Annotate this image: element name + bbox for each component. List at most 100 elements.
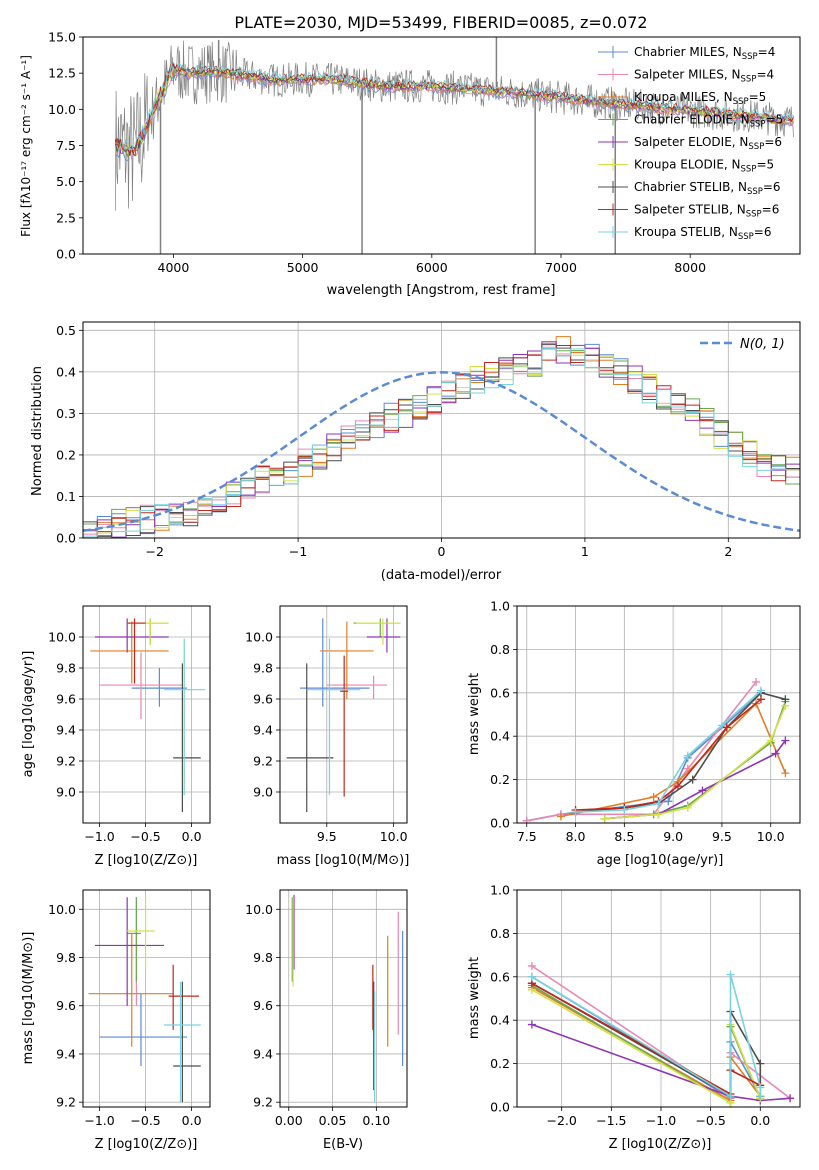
weight-marker (781, 695, 790, 704)
x-tick-label: −1.0 (84, 829, 114, 844)
x-tick-label: 5000 (287, 260, 319, 275)
y-tick-label: 9.2 (56, 1095, 76, 1110)
ageZ-ylabel: age [log10(age/yr)] (21, 651, 36, 778)
y-tick-label: 9.4 (56, 1046, 76, 1061)
legend-label: Salpeter STELIB, N (634, 203, 746, 217)
legend-label: Kroupa ELODIE, N (634, 158, 741, 172)
y-tick-label: 9.0 (56, 785, 76, 800)
axes-frame (82, 605, 211, 824)
y-tick-label: 9.2 (253, 754, 273, 769)
legend-suffix: =6 (762, 203, 780, 217)
y-tick-label: 1.0 (490, 599, 510, 614)
legend-entry: Chabrier STELIB, NSSP=6 (634, 180, 781, 197)
axes-frame (516, 889, 801, 1108)
weight-line (531, 986, 761, 1102)
y-tick-label: 9.4 (253, 723, 273, 738)
wAge-xlabel: age [log10(age/yr)] (597, 853, 724, 868)
legend-suffix: =4 (756, 68, 774, 82)
legend-label: Salpeter ELODIE, N (634, 135, 748, 149)
weight-marker (781, 769, 790, 778)
y-tick-label: 12.5 (48, 66, 76, 81)
legend-suffix: =5 (756, 158, 774, 172)
y-tick-label: 9.4 (253, 1046, 273, 1061)
legend-subscript: SSP (733, 97, 749, 107)
x-tick-label: 10.0 (380, 829, 408, 844)
legend-subscript: SSP (742, 52, 758, 62)
axes-frame (279, 889, 408, 1108)
weight-vs-metallicity-panel: Z [log10(Z/Z⊙)] mass weight −2.0 −1.5 −1.0… (467, 883, 801, 1152)
weight-marker (756, 1092, 765, 1101)
weight-marker (756, 1083, 765, 1092)
legend-entry: Kroupa MILES, NSSP=5 (634, 90, 766, 107)
observed-spectrum-line (114, 40, 794, 211)
spectrum-xlabel: wavelength [Angstrom, rest frame] (327, 283, 556, 298)
weight-line (531, 974, 762, 1098)
data-layer (83, 336, 800, 538)
x-tick-label: −0.5 (130, 1113, 160, 1128)
plot-area: 4000 5000 6000 7000 8000 0.0 2.5 5.0 7.5 10.0 12.5… (48, 30, 801, 275)
legend-suffix: =6 (764, 135, 782, 149)
y-tick-label: 9.0 (253, 785, 273, 800)
y-tick-label: 10.0 (245, 630, 273, 645)
y-tick-label: 0.4 (56, 364, 76, 379)
legend-label: Chabrier ELODIE, N (634, 113, 750, 127)
y-tick-label: 5.0 (56, 174, 76, 189)
x-tick-label: 8000 (674, 260, 706, 275)
y-tick-label: 9.4 (56, 723, 76, 738)
x-tick-label: −2.0 (547, 1113, 577, 1128)
wZ-xlabel: Z [log10(Z/Z⊙)] (609, 1137, 712, 1152)
x-tick-label: −1.0 (646, 1113, 676, 1128)
y-tick-label: 9.6 (253, 998, 273, 1013)
weight-marker (522, 816, 531, 823)
x-tick-label: 0.00 (275, 1113, 303, 1128)
model-spectrum-line (115, 65, 794, 153)
residuals-ylabel: Normed distribution (30, 366, 45, 496)
y-tick-label: 9.6 (56, 998, 76, 1013)
x-tick-label: 9.0 (663, 829, 683, 844)
legend-subscript: SSP (741, 75, 757, 85)
plot-area: −2.0 −1.5 −1.0 −0.5 0.0 0.0 0.2 0.4 0.6 0.8 1.0 (490, 883, 801, 1128)
y-tick-label: 1.0 (490, 883, 510, 898)
grid (83, 890, 210, 1107)
weight-marker (756, 695, 765, 704)
spectrum-ylabel: Flux [fλ10⁻¹⁷ erg cm⁻² s⁻¹ A⁻¹] (19, 55, 33, 237)
x-tick-label: 8.5 (614, 829, 634, 844)
y-tick-label: 0.6 (490, 685, 510, 700)
x-tick-label: 4000 (158, 260, 190, 275)
legend-suffix: =6 (763, 180, 781, 194)
weight-line (575, 698, 762, 811)
weight-marker (600, 814, 609, 823)
x-tick-label: 0.10 (362, 1113, 390, 1128)
weight-marker (649, 792, 658, 801)
x-tick-label: 1 (581, 544, 589, 559)
weight-vs-age-panel: age [log10(age/yr)] mass weight 7.5 8.0 8.… (467, 599, 801, 868)
y-tick-label: 10.0 (48, 630, 76, 645)
weight-marker (726, 1092, 735, 1101)
normal-distribution-curve (83, 371, 800, 532)
spectrum-panel: PLATE=2030, MJD=53499, FIBERID=0085, z=0… (19, 13, 801, 298)
y-tick-label: 0.3 (56, 406, 76, 421)
x-tick-label: −1.0 (84, 1113, 114, 1128)
grid (83, 322, 800, 539)
data-layer (522, 677, 790, 823)
x-tick-label: 6000 (416, 260, 448, 275)
massE-xlabel: E(B-V) (323, 1137, 363, 1152)
data-layer (291, 894, 404, 1103)
plot-area: 9.5 10.0 9.0 9.2 9.4 9.6 9.8 10.0 (245, 605, 408, 844)
age-vs-metallicity-panel: Z [log10(Z/Z⊙)] age [log10(age/yr)] −1.0… (21, 605, 211, 868)
grid (280, 890, 407, 1107)
y-tick-label: 0.4 (490, 729, 510, 744)
plot-area: 7.5 8.0 8.5 9.0 9.5 10.0 0.0 0.2 0.4 0.6 0.8 1.0 (490, 599, 801, 844)
y-tick-label: 9.8 (253, 661, 273, 676)
legend-subscript: SSP (747, 187, 763, 197)
residual-histogram (83, 347, 800, 538)
mass-vs-metallicity-panel: Z [log10(Z/Z⊙)] mass [log10(M/M⊙)] −1.0−… (21, 889, 211, 1152)
y-tick-label: 0.8 (490, 642, 510, 657)
axes-frame (279, 605, 408, 824)
weight-marker (752, 677, 761, 686)
residual-histogram (83, 344, 800, 538)
weight-line (531, 1023, 791, 1102)
weight-marker (781, 736, 790, 745)
x-tick-label: −0.5 (130, 829, 160, 844)
